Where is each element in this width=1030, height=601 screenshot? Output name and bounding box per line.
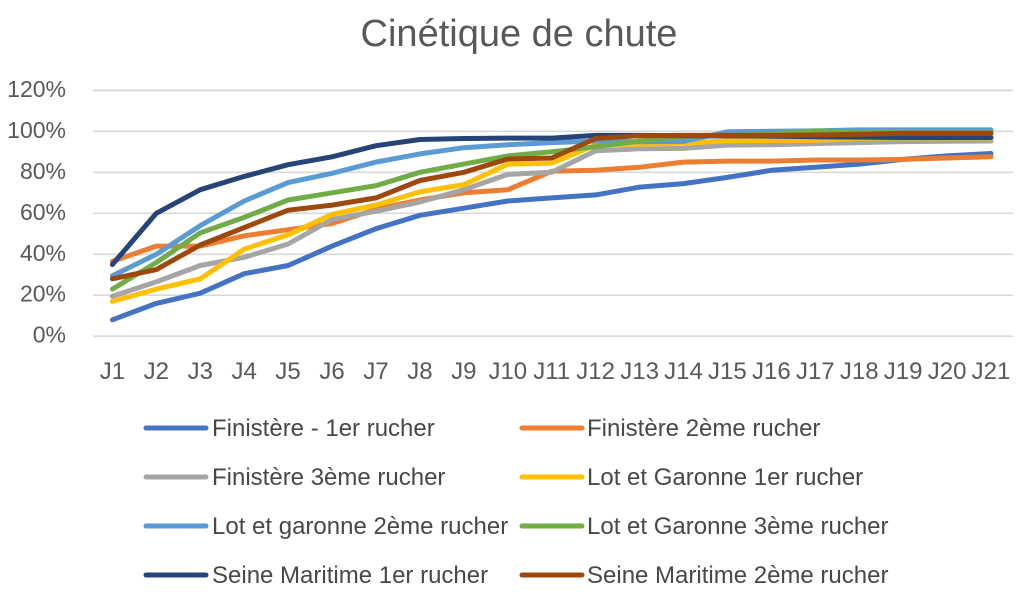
svg-text:20%: 20%: [20, 281, 66, 307]
svg-text:J6: J6: [319, 358, 344, 385]
svg-text:Lot et Garonne 1er rucher: Lot et Garonne 1er rucher: [587, 464, 863, 491]
svg-text:J7: J7: [363, 358, 388, 385]
svg-text:J17: J17: [796, 358, 835, 385]
svg-text:Seine Maritime 1er rucher: Seine Maritime 1er rucher: [212, 562, 488, 589]
svg-text:100%: 100%: [7, 117, 66, 143]
svg-text:J1: J1: [100, 358, 125, 385]
svg-text:Lot et Garonne 3ème rucher: Lot et Garonne 3ème rucher: [587, 513, 889, 540]
svg-text:J4: J4: [232, 358, 257, 385]
svg-text:J8: J8: [407, 358, 432, 385]
svg-text:80%: 80%: [20, 158, 66, 184]
svg-text:120%: 120%: [7, 76, 66, 102]
svg-text:J2: J2: [144, 358, 169, 385]
svg-text:J5: J5: [275, 358, 300, 385]
svg-text:Finistère 3ème rucher: Finistère 3ème rucher: [212, 464, 445, 491]
svg-text:J3: J3: [188, 358, 213, 385]
svg-text:40%: 40%: [20, 240, 66, 266]
svg-text:Cinétique de chute: Cinétique de chute: [361, 13, 678, 55]
svg-text:Lot et garonne 2ème rucher: Lot et garonne 2ème rucher: [212, 513, 508, 540]
svg-text:J18: J18: [840, 358, 879, 385]
svg-text:J10: J10: [488, 358, 527, 385]
svg-text:Finistère 2ème rucher: Finistère 2ème rucher: [587, 415, 820, 442]
svg-text:J12: J12: [576, 358, 615, 385]
svg-text:J11: J11: [533, 358, 570, 385]
svg-text:60%: 60%: [20, 199, 66, 225]
svg-text:J21: J21: [972, 358, 1011, 385]
svg-text:J9: J9: [451, 358, 476, 385]
svg-text:J16: J16: [752, 358, 791, 385]
svg-text:J13: J13: [620, 358, 659, 385]
svg-text:J20: J20: [928, 358, 967, 385]
svg-text:J14: J14: [664, 358, 703, 385]
svg-text:J19: J19: [884, 358, 923, 385]
svg-text:Seine Maritime 2ème rucher: Seine Maritime 2ème rucher: [587, 562, 888, 589]
svg-text:0%: 0%: [33, 322, 66, 348]
svg-text:Finistère - 1er rucher: Finistère - 1er rucher: [212, 415, 435, 442]
svg-text:J15: J15: [708, 358, 747, 385]
